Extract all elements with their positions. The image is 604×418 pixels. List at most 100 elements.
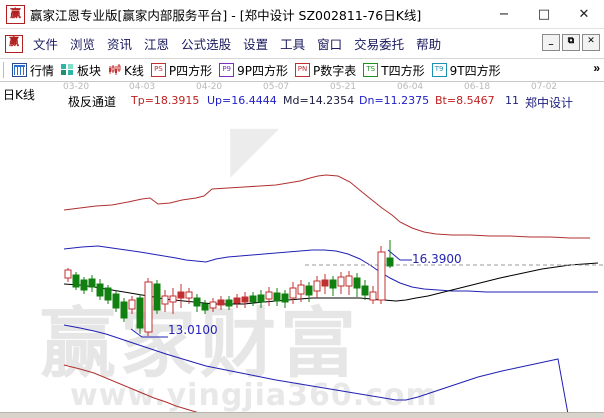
candle (361, 280, 369, 300)
menu-item-window[interactable]: 窗口 (317, 37, 343, 52)
t9-badge-text: T9 (434, 65, 444, 73)
candle (185, 288, 193, 304)
candle (136, 294, 144, 334)
t9-square-icon: T9 (431, 63, 447, 77)
kline-candles-icon (108, 64, 121, 76)
toolbar-label-9p-square: 9P四方形 (237, 63, 289, 78)
menu-item-tools[interactable]: 工具 (280, 37, 306, 52)
ts-square-icon: TS (363, 63, 379, 77)
toolbar-button-kline[interactable]: K线 (108, 62, 144, 79)
series-bt-line (63, 364, 217, 418)
series-tp-line (63, 174, 590, 239)
toolbar-button-sectors[interactable]: 板块 (61, 62, 101, 79)
candle (80, 277, 88, 294)
menu-bar: 赢 文件 浏览 资讯 江恩 公式选股 设置 工具 窗口 交易委托 帮助 _ ⧉ … (0, 29, 604, 59)
candle (297, 280, 305, 302)
menu-item-gann[interactable]: 江恩 (144, 37, 170, 52)
mdi-restore-button[interactable]: ⧉ (562, 34, 580, 51)
toolbar-label-p-number-table: P数字表 (313, 63, 357, 78)
indicator-name: 极反通道 (68, 95, 117, 109)
period-label: 日K线 (3, 88, 35, 102)
candle (209, 298, 217, 312)
ps-square-icon: PS (150, 63, 166, 77)
toolbar-button-9p-square[interactable]: P9 9P四方形 (219, 62, 288, 79)
toolbar-label-t-square: T四方形 (381, 63, 425, 78)
date-tick-1: 04-03 (129, 82, 156, 92)
candle (217, 296, 225, 310)
toolbar-label-quotes: 行情 (30, 63, 55, 78)
menu-item-news[interactable]: 资讯 (107, 37, 133, 52)
candle (233, 294, 241, 308)
candle (281, 290, 289, 308)
minimize-button[interactable]: − (498, 6, 510, 22)
indicator-up: Up=16.4444 (207, 94, 277, 107)
menu-item-settings[interactable]: 设置 (243, 37, 269, 52)
pn-number-table-icon: PN (295, 63, 311, 77)
candle (289, 282, 297, 304)
bar-count-label: 11 (505, 94, 519, 107)
candle (96, 279, 104, 300)
low-callout-leader (130, 328, 168, 338)
mdi-minimize-button[interactable]: _ (542, 34, 560, 51)
date-tick-6: 06-18 (464, 82, 491, 92)
toolbar-label-sectors: 板块 (77, 63, 102, 78)
p9-square-icon: P9 (219, 63, 235, 77)
toolbar-overflow-chevron-icon[interactable]: » (593, 61, 600, 75)
toolbar-button-t-square[interactable]: TS T四方形 (363, 62, 425, 79)
maximize-button[interactable]: □ (537, 6, 551, 22)
candle (249, 292, 257, 306)
sector-blocks-icon (61, 64, 74, 76)
close-button[interactable]: ✕ (578, 6, 590, 22)
menu-item-formula-screen[interactable]: 公式选股 (181, 37, 232, 52)
candle (241, 292, 249, 308)
window-title: 赢家江恩专业版[赢家内部服务平台] - [郑中设计 SZ002811-76日K线… (30, 7, 422, 23)
candle (193, 294, 201, 312)
toolbar-button-9t-square[interactable]: T9 9T四方形 (431, 62, 501, 79)
date-tick-3: 05-07 (263, 82, 290, 92)
indicator-md: Md=14.2354 (283, 94, 355, 107)
candle (120, 298, 128, 322)
indicator-dn: Dn=11.2375 (359, 94, 430, 107)
candle (329, 276, 337, 296)
candle (377, 246, 386, 304)
toolbar-label-kline: K线 (124, 63, 144, 78)
date-tick-2: 04-20 (196, 82, 223, 92)
toolbar-grip[interactable] (3, 62, 8, 78)
price-chart-svg[interactable] (0, 82, 604, 418)
candle (201, 300, 209, 314)
candle (144, 278, 153, 336)
mdi-window-controls: _ ⧉ ✕ (542, 34, 600, 51)
candle (169, 288, 177, 314)
menu-item-help[interactable]: 帮助 (416, 37, 442, 52)
candle (386, 240, 394, 268)
chart-area[interactable]: ◤ 赢家财富 www.yingjia360.com QQ:100800360 0… (0, 82, 604, 418)
menu-item-browse[interactable]: 浏览 (70, 37, 96, 52)
app-logo-icon: 赢 (6, 4, 25, 24)
candle (225, 296, 233, 310)
p9-badge-text: P9 (222, 65, 231, 73)
candle (313, 276, 321, 298)
candle (273, 288, 281, 306)
menu-item-file[interactable]: 文件 (33, 37, 59, 52)
toolbar-button-p-number-table[interactable]: PN P数字表 (295, 62, 356, 79)
date-axis: 03-20 04-03 04-20 05-07 05-21 06-04 06-1… (0, 82, 604, 94)
title-bar: 赢 赢家江恩专业版[赢家内部服务平台] - [郑中设计 SZ002811-76日… (0, 0, 604, 29)
mdi-close-button[interactable]: ✕ (582, 34, 600, 51)
candle (305, 282, 313, 302)
candlestick-series (64, 240, 394, 336)
ps-badge-text: PS (154, 65, 163, 73)
candle (72, 272, 80, 290)
toolbar-button-quotes[interactable]: 行情 (12, 62, 54, 79)
toolbar: 行情 板块 K线 (0, 59, 604, 82)
indicator-tp: Tp=18.3915 (131, 94, 200, 107)
candle (265, 287, 273, 306)
window-controls: − □ ✕ (484, 0, 604, 28)
date-tick-5: 06-04 (397, 82, 424, 92)
menu-logo-icon: 赢 (5, 34, 23, 53)
candle (345, 271, 353, 295)
ts-badge-text: TS (366, 65, 376, 73)
menu-item-trade[interactable]: 交易委托 (354, 37, 405, 52)
current-callout-leader (387, 249, 412, 261)
date-tick-0: 03-20 (63, 82, 90, 92)
toolbar-button-p-square[interactable]: PS P四方形 (150, 62, 212, 79)
